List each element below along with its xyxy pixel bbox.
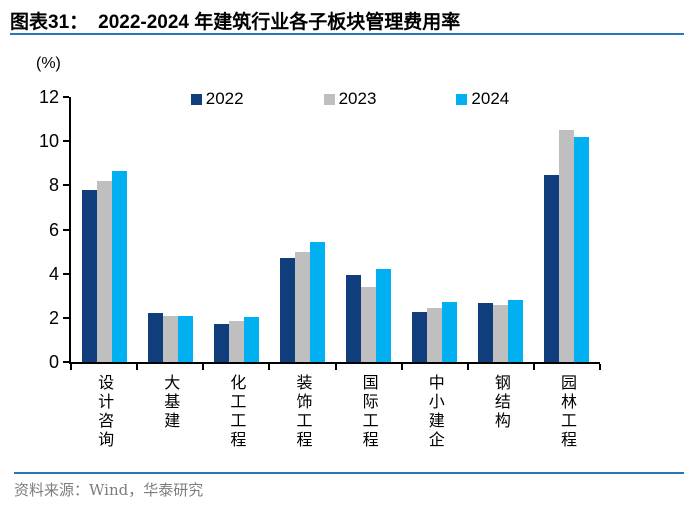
- x-axis-tick: [532, 364, 535, 370]
- chart-legend: 2022 2023 2024: [0, 89, 700, 109]
- bar-2024: [508, 300, 524, 362]
- bar-2022: [544, 175, 560, 362]
- bar-group: [71, 97, 137, 362]
- x-axis-label-text: 大基建: [161, 374, 181, 431]
- bar-group: [534, 97, 600, 362]
- bar-2023: [162, 315, 178, 362]
- legend-item-2022: 2022: [190, 89, 244, 109]
- legend-swatch: [190, 93, 202, 105]
- bar-2022: [478, 303, 494, 362]
- bar-2022: [213, 324, 229, 362]
- bar-group: [468, 97, 534, 362]
- y-axis-tick: [63, 361, 69, 363]
- y-axis-tick: [63, 272, 69, 275]
- bar-group: [269, 97, 335, 362]
- bar-group: [203, 97, 269, 362]
- bar-2023: [96, 180, 112, 362]
- bar-group: [137, 97, 203, 362]
- x-axis-label: 国际工程: [336, 374, 402, 450]
- x-axis-label-text: 园林工程: [557, 374, 577, 450]
- legend-label: 2023: [338, 89, 377, 108]
- bar-2023: [559, 130, 575, 362]
- x-axis-label-text: 钢结构: [491, 374, 511, 431]
- x-axis-tick: [136, 364, 139, 370]
- x-axis-label: 装饰工程: [269, 374, 335, 450]
- y-axis-tick-label: 2: [48, 307, 59, 328]
- bar-group: [402, 97, 468, 362]
- x-axis-tick: [70, 364, 72, 370]
- legend-item-2024: 2024: [456, 89, 509, 109]
- bar-2024: [309, 241, 325, 362]
- bar-group: [336, 97, 402, 362]
- legend-item-2023: 2023: [323, 89, 377, 109]
- x-axis-tick: [466, 364, 469, 370]
- legend-label: 2022: [205, 89, 244, 108]
- x-axis-label: 中小建企: [402, 374, 468, 450]
- bar-2024: [243, 316, 259, 362]
- y-axis-tick: [63, 140, 69, 143]
- bar-2023: [228, 321, 244, 362]
- bar-2024: [177, 315, 193, 362]
- y-axis-tick: [63, 316, 69, 319]
- x-axis-label: 大基建: [137, 374, 203, 431]
- y-axis-tick: [63, 96, 69, 98]
- x-axis-tick: [599, 364, 601, 370]
- bar-2023: [427, 307, 443, 362]
- bar-2022: [81, 189, 97, 362]
- x-axis-label-text: 设计咨询: [95, 374, 115, 450]
- y-axis-tick-label: 6: [48, 219, 59, 240]
- x-axis-tick: [268, 364, 271, 370]
- x-axis-label: 设计咨询: [71, 374, 137, 450]
- plot-area: 0 2 4 6 8 10 12 设计咨询 大基建 化工工程 装饰工程 国际工程 中小建企 钢结构 园林工程: [39, 87, 601, 450]
- y-axis-tick-label: 8: [48, 175, 59, 196]
- y-axis-tick-label: 10: [38, 131, 59, 152]
- y-axis-tick: [63, 184, 69, 187]
- x-axis-label-text: 中小建企: [425, 374, 445, 450]
- x-axis-label: 园林工程: [534, 374, 600, 450]
- legend-swatch: [456, 93, 468, 105]
- y-axis-tick: [63, 228, 69, 231]
- x-axis-line: [69, 362, 600, 364]
- bar-2024: [574, 136, 590, 362]
- bar-2024: [442, 302, 458, 362]
- bar-2024: [111, 170, 127, 362]
- figure-title-text: 2022-2024 年建筑行业各子板块管理费用率: [98, 12, 461, 33]
- bar-2022: [147, 313, 163, 362]
- x-axis-label-text: 化工工程: [227, 374, 247, 450]
- x-axis-tick: [400, 364, 403, 370]
- legend-swatch: [323, 93, 335, 105]
- bar-2022: [279, 258, 295, 362]
- x-axis-label: 钢结构: [468, 374, 534, 431]
- figure-title: 图表31： 2022-2024 年建筑行业各子板块管理费用率: [10, 7, 684, 34]
- source-text: 资料来源：Wind，华泰研究: [14, 481, 204, 499]
- title-divider: [10, 33, 684, 35]
- x-axis-tick: [334, 364, 337, 370]
- x-axis-label: 化工工程: [203, 374, 269, 450]
- figure-number: 图表31：: [10, 12, 89, 33]
- bar-2024: [376, 269, 392, 362]
- bar-2022: [346, 274, 362, 362]
- x-axis-label-text: 国际工程: [359, 374, 379, 450]
- bar-2022: [412, 312, 428, 362]
- bar-2023: [493, 304, 509, 362]
- y-axis-tick-label: 12: [38, 87, 59, 107]
- legend-label: 2024: [471, 89, 510, 108]
- y-axis-tick-label: 4: [48, 263, 59, 284]
- x-axis-label-text: 装饰工程: [293, 374, 313, 450]
- y-axis-unit-label: (%): [36, 55, 61, 72]
- footer-divider: [14, 472, 684, 474]
- y-axis-line: [69, 97, 71, 364]
- x-axis-tick: [202, 364, 205, 370]
- bar-2023: [361, 286, 377, 362]
- y-axis-tick-label: 0: [48, 352, 59, 372]
- bar-2023: [294, 251, 310, 362]
